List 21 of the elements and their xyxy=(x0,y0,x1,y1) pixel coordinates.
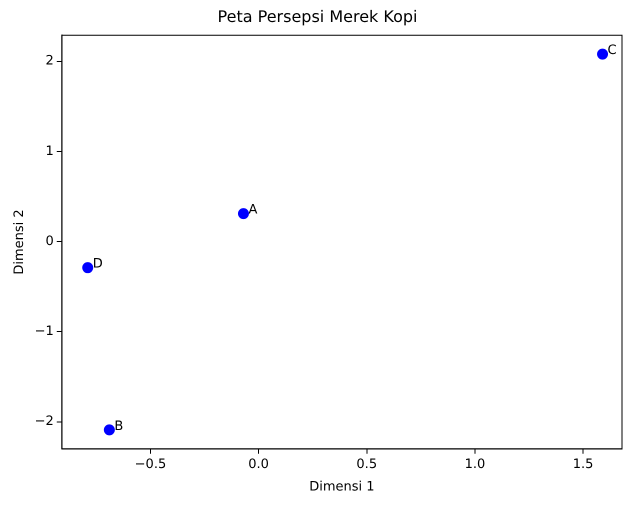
x-tick-label: 1.5 xyxy=(572,456,594,472)
annotation: D xyxy=(92,256,103,272)
annotation: C xyxy=(608,43,617,58)
annotation: B xyxy=(114,418,124,434)
point xyxy=(597,48,608,60)
x-axis-title: Dimensi 1 xyxy=(309,480,375,495)
point xyxy=(104,424,115,436)
x-tick-label: 0.5 xyxy=(356,456,378,472)
annotation: A xyxy=(248,202,258,218)
y-tick-label: −1 xyxy=(34,324,54,340)
y-axis-title: Dimensi 2 xyxy=(12,209,28,275)
x-tick-label: −0.5 xyxy=(134,456,166,472)
chart-title: Peta Persepsi Merek Kopi xyxy=(218,6,418,26)
x-tick-label: 0.0 xyxy=(248,456,269,472)
x-tick-label: 1.0 xyxy=(464,456,486,472)
point xyxy=(82,262,94,274)
y-tick-label: −2 xyxy=(34,414,54,430)
y-tick-label: 2 xyxy=(45,54,54,69)
y-tick-label: 1 xyxy=(45,144,54,159)
point xyxy=(238,208,249,220)
y-tick-label: 0 xyxy=(45,234,54,249)
